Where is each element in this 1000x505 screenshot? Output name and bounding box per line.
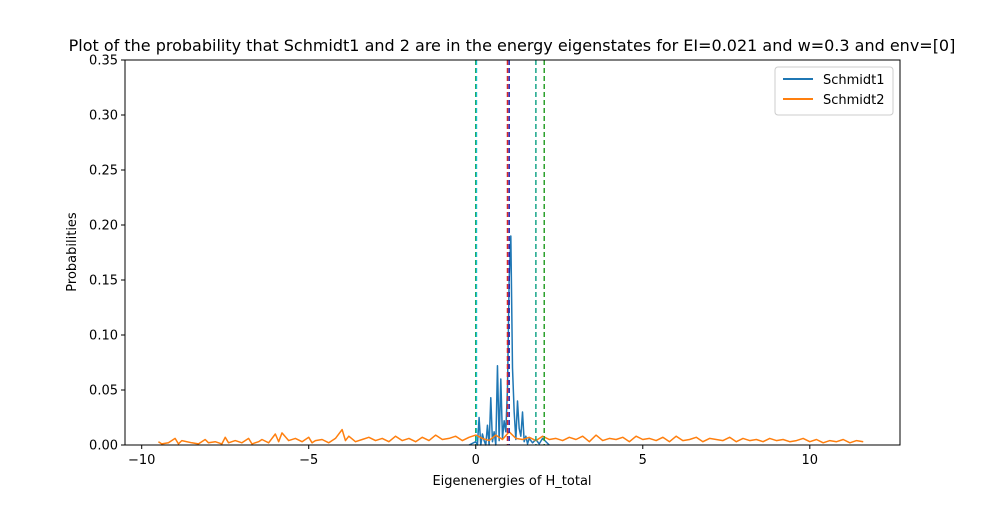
- legend-label-schmidt2: Schmidt2: [823, 93, 885, 108]
- x-tick-label: −10: [128, 453, 155, 468]
- plot-frame: [124, 59, 901, 446]
- y-axis-label: Probabilities: [65, 212, 80, 292]
- legend-label-schmidt1: Schmidt1: [823, 73, 885, 88]
- y-tick-label: 0.00: [89, 439, 118, 454]
- series-line-schmidt1: [468, 235, 550, 446]
- y-tick-label: 0.25: [89, 164, 118, 179]
- y-tick-label: 0.10: [89, 329, 118, 344]
- y-tick-label: 0.30: [89, 109, 118, 124]
- legend: Schmidt1 Schmidt2: [774, 66, 894, 116]
- x-tick-label: −5: [299, 453, 318, 468]
- x-axis-ticks: −10 −5 0 5 10: [128, 445, 818, 468]
- y-tick-label: 0.05: [89, 384, 118, 399]
- x-axis-label: Eigenenergies of H_total: [432, 474, 591, 489]
- y-tick-label: 0.20: [89, 219, 118, 234]
- y-tick-label: 0.35: [89, 54, 118, 69]
- x-tick-label: 10: [802, 453, 819, 468]
- y-tick-label: 0.15: [89, 274, 118, 289]
- x-tick-label: 0: [472, 453, 480, 468]
- series-line-schmidt2: [157, 428, 864, 445]
- chart-title: Plot of the probability that Schmidt1 an…: [69, 36, 956, 55]
- plot-area: [157, 60, 864, 446]
- y-axis-ticks: 0.00 0.05 0.10 0.15 0.20 0.25 0.30 0.35: [89, 54, 125, 454]
- x-tick-label: 5: [639, 453, 647, 468]
